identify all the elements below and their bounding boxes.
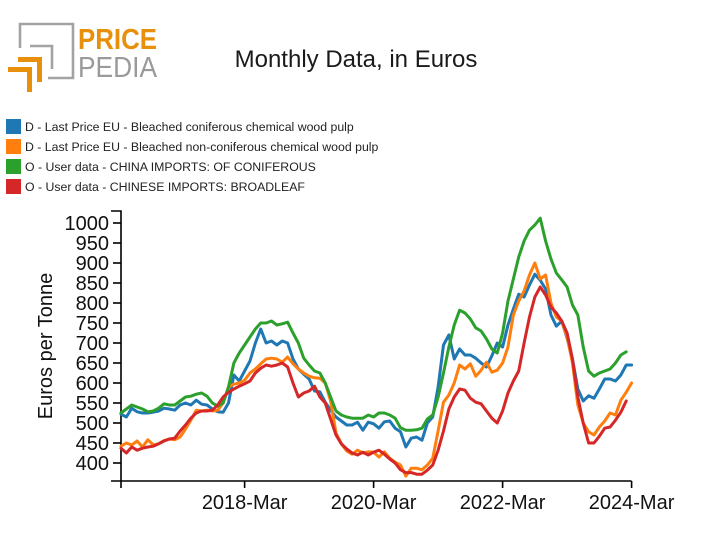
legend-item[interactable]: D - Last Price EU - Bleached non-conifer… [6,139,379,154]
logo-mark-icon [8,22,75,92]
series-line-china-broadleaf [119,285,628,476]
series-line-china-coniferous [119,216,628,432]
x-tick-label: 2022-Mar [460,492,546,514]
legend-swatch-red [6,179,21,194]
y-tick-label: 500 [76,413,109,435]
series-line-coniferous-eu [119,272,634,449]
y-tick-label: 850 [76,273,109,295]
plot-area [119,216,634,478]
legend-item[interactable]: D - Last Price EU - Bleached coniferous … [6,119,354,134]
y-tick-label: 1000 [65,213,110,235]
x-tick-label: 2024-Mar [589,492,675,514]
x-tick-label: 2020-Mar [331,492,417,514]
logo-text-price: PRICE [78,24,157,56]
y-tick-label: 900 [76,253,109,275]
series-line-non-coniferous-eu [119,261,634,478]
legend-label: O - User data - CHINESE IMPORTS: BROADLE… [25,180,305,194]
x-ticks: 2018-Mar 2020-Mar 2022-Mar 2024-Mar [202,481,675,514]
legend-label: D - Last Price EU - Bleached coniferous … [25,120,354,134]
y-tick-label: 600 [76,373,109,395]
y-axis-line [111,210,122,488]
legend-item[interactable]: O - User data - CHINESE IMPORTS: BROADLE… [6,179,305,194]
chart-title: Monthly Data, in Euros [235,46,478,73]
y-tick-label: 950 [76,233,109,255]
y-tick-label: 800 [76,293,109,315]
x-tick-label: 2018-Mar [202,492,288,514]
legend: D - Last Price EU - Bleached coniferous … [6,119,379,194]
y-tick-label: 550 [76,393,109,415]
x-axis: 2018-Mar 2020-Mar 2022-Mar 2024-Mar [111,480,675,514]
legend-label: D - Last Price EU - Bleached non-conifer… [25,140,379,154]
y-tick-label: 700 [76,333,109,355]
legend-swatch-orange [6,139,21,154]
y-tick-label: 750 [76,313,109,335]
legend-item[interactable]: O - User data - CHINA IMPORTS: OF CONIFE… [6,159,316,174]
legend-swatch-green [6,159,21,174]
legend-label: O - User data - CHINA IMPORTS: OF CONIFE… [25,160,316,174]
y-axis-label: Euros per Tonne [35,273,57,419]
logo-text-pedia: PEDIA [78,52,158,84]
y-tick-label: 450 [76,433,109,455]
y-tick-label: 650 [76,353,109,375]
pricepedia-logo[interactable]: PRICE PEDIA [8,22,158,92]
y-tick-label: 400 [76,453,109,475]
legend-swatch-blue [6,119,21,134]
